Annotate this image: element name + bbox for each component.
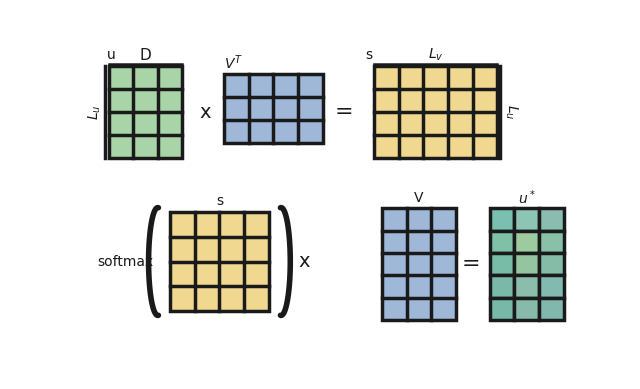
Bar bbox=[490, 209, 515, 231]
Bar bbox=[539, 253, 564, 275]
Text: softmax: softmax bbox=[97, 254, 154, 268]
Bar bbox=[515, 209, 539, 231]
Text: $V^T$: $V^T$ bbox=[224, 54, 243, 72]
Text: =: = bbox=[462, 254, 481, 274]
Text: D: D bbox=[140, 47, 152, 63]
Bar bbox=[374, 66, 497, 158]
Bar bbox=[490, 253, 515, 275]
Text: $L_u$: $L_u$ bbox=[503, 104, 520, 120]
Bar bbox=[490, 231, 515, 253]
Bar bbox=[490, 275, 515, 298]
Bar bbox=[539, 209, 564, 231]
Bar bbox=[109, 66, 182, 158]
Bar bbox=[515, 298, 539, 320]
Bar bbox=[515, 231, 539, 253]
Bar bbox=[515, 275, 539, 298]
Text: =: = bbox=[335, 102, 353, 122]
Bar bbox=[539, 231, 564, 253]
Text: $L_v$: $L_v$ bbox=[428, 47, 444, 63]
Bar bbox=[515, 253, 539, 275]
Bar bbox=[382, 209, 456, 320]
Bar bbox=[490, 298, 515, 320]
Text: u: u bbox=[107, 48, 116, 62]
Text: $u^*$: $u^*$ bbox=[518, 188, 536, 207]
Text: s: s bbox=[216, 194, 223, 209]
Text: $L_u$: $L_u$ bbox=[86, 104, 103, 120]
Text: x: x bbox=[298, 252, 310, 271]
Bar bbox=[539, 275, 564, 298]
Bar bbox=[170, 212, 269, 311]
Bar bbox=[539, 298, 564, 320]
Text: x: x bbox=[200, 103, 211, 122]
Bar bbox=[224, 74, 323, 143]
Text: s: s bbox=[365, 48, 372, 62]
Text: V: V bbox=[414, 191, 424, 205]
